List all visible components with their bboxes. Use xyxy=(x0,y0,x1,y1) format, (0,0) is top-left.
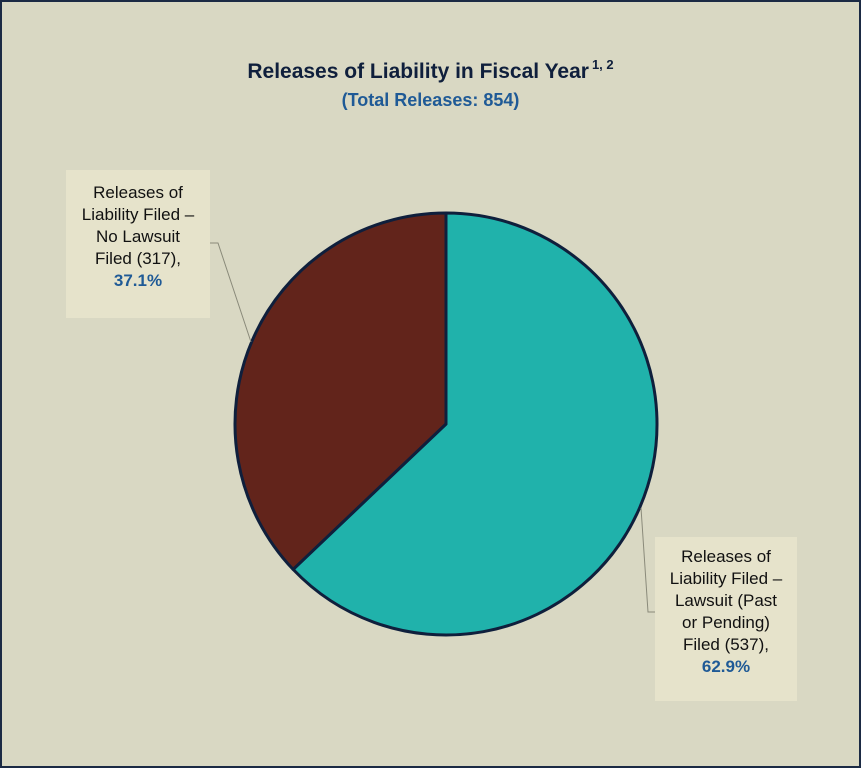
label-line: Lawsuit (Past xyxy=(674,591,778,610)
pie-slice-no-lawsuit xyxy=(233,211,448,571)
label-line: Filed (537), xyxy=(683,635,769,654)
label-line: Liability Filed – xyxy=(81,205,195,224)
slice-percent: 62.9% xyxy=(701,657,751,676)
title-footnote-marker: 1, 2 xyxy=(591,57,614,72)
chart-title: Releases of Liability in Fiscal Year 1, 2 xyxy=(0,57,861,84)
label-line: Releases of xyxy=(93,183,183,202)
slice-percent: 37.1% xyxy=(113,271,163,290)
label-line: No Lawsuit xyxy=(95,227,181,246)
leader-line-no-lawsuit xyxy=(210,242,252,343)
pie-slice-lawsuit xyxy=(291,211,659,637)
label-line: Filed (317), xyxy=(95,249,181,268)
slice-label-lawsuit: Releases of Liability Filed – Lawsuit (P… xyxy=(655,537,797,701)
chart-title-text: Releases of Liability in Fiscal Year xyxy=(247,60,589,83)
slice-label-no-lawsuit: Releases of Liability Filed – No Lawsuit… xyxy=(66,170,210,318)
label-line: or Pending) xyxy=(682,613,770,632)
leader-line-lawsuit xyxy=(640,507,655,613)
label-line: Liability Filed – xyxy=(669,569,783,588)
chart-subtitle: (Total Releases: 854) xyxy=(341,90,520,110)
label-line: Releases of xyxy=(681,547,771,566)
